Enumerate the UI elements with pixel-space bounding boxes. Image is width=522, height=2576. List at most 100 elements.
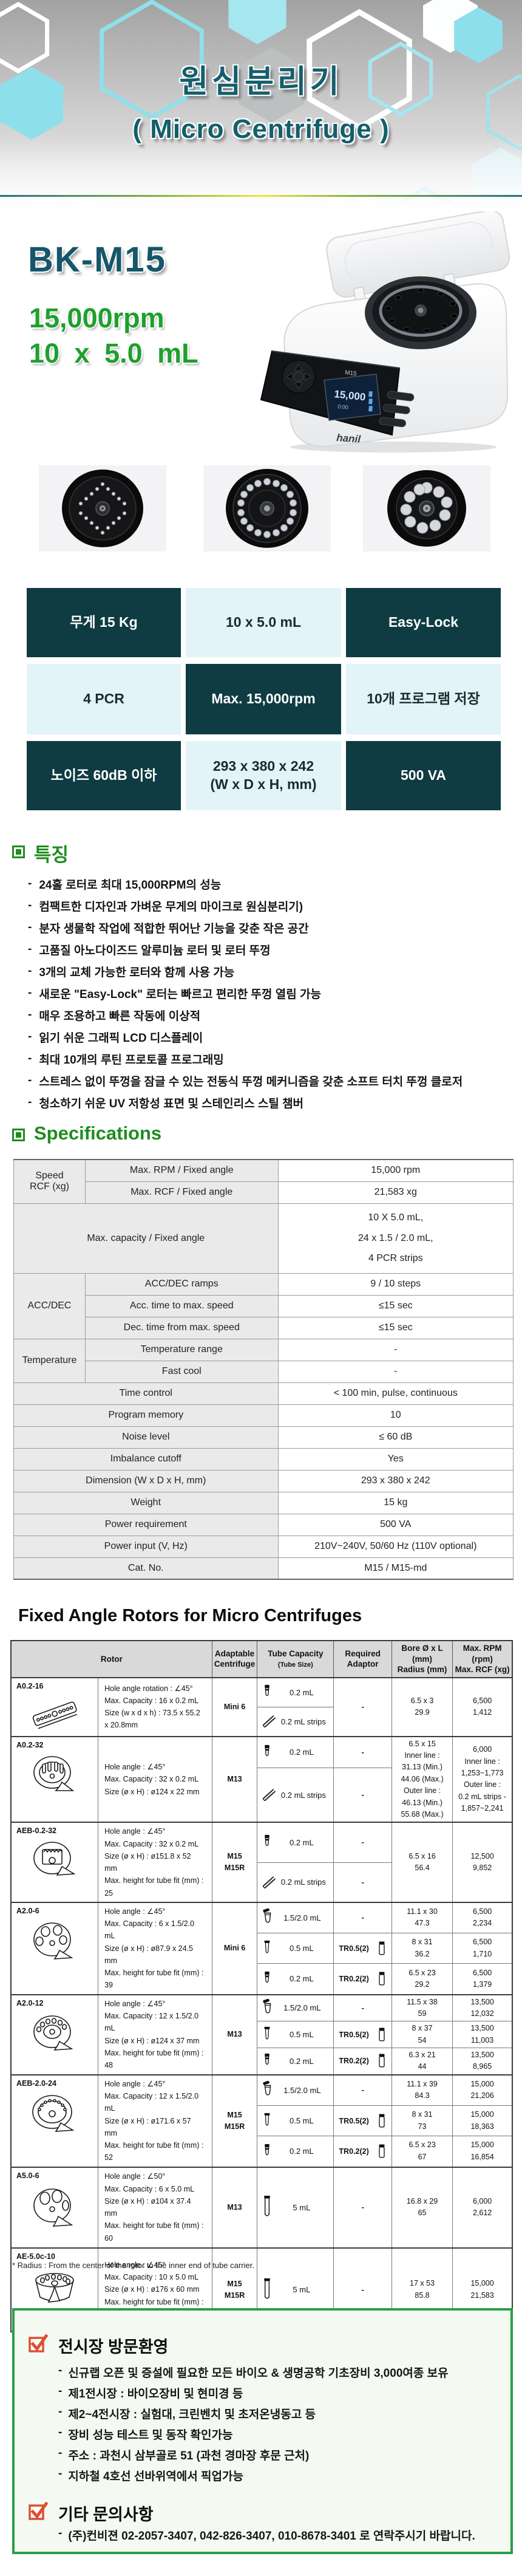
rotor-name-cell: AEB-0.2-32 — [10, 1822, 99, 1903]
tube-5ml-icon — [264, 2278, 271, 2299]
headline-rpm: 15,000rpm — [29, 302, 164, 333]
rotor-row: A0.2-32 Hole angle : ∠45° Max. Capacity … — [10, 1735, 513, 1823]
rotor-row: 0.5 mL TR0.5(2) 8 x 31 36.2 6,500 1,710 — [11, 1932, 513, 1964]
spec-value: ≤15 sec — [277, 1294, 514, 1317]
headline-capacity: 10 x 5.0 mL — [29, 338, 198, 369]
spec-value: 9 / 10 steps — [277, 1273, 514, 1296]
spec-value: 10 X 5.0 mL, 24 x 1.5 / 2.0 mL, 4 PCR st… — [277, 1203, 514, 1274]
spec-value: M15 / M15-md — [277, 1557, 514, 1580]
rotor-row: A0.2-16 Hole angle rotation : ∠45° Max. … — [10, 1676, 513, 1737]
notice-item: - (주)컨비젼 02-2057-3407, 042-826-3407, 010-… — [58, 2527, 475, 2543]
required-adaptor: - — [333, 1862, 392, 1903]
spec-value: ≤15 sec — [277, 1316, 514, 1339]
features-heading: 특징 — [34, 844, 69, 866]
feature-item: - 컴팩트한 디자인과 가벼운 무게의 마이크로 원심분리기) — [28, 899, 303, 914]
spec-value: 10 — [277, 1404, 514, 1427]
rotor-diagram-a02-16 — [16, 1696, 93, 1732]
spec-label: Time control — [13, 1382, 279, 1405]
spec-value: - — [277, 1338, 514, 1361]
spec-row: Acc. time to max. speed ≤15 sec — [14, 1294, 514, 1317]
spec-label: Max. RCF / Fixed angle — [84, 1181, 279, 1204]
rotor-table: Rotor Adaptable Centrifuge Tube Capacity… — [10, 1640, 513, 2332]
spec-row: Max. RCF / Fixed angle 21,583 xg — [14, 1181, 514, 1204]
tube-capacity-cell: 5 mL — [257, 2166, 334, 2249]
spec-label: Dec. time from max. speed — [84, 1316, 279, 1339]
spec-label: Imbalance cutoff — [13, 1447, 279, 1471]
spec-label: Noise level — [13, 1426, 279, 1449]
rotor-details: Hole angle : ∠45° Max. Capacity : 32 x 0… — [98, 1735, 212, 1823]
bore-radius: 8 x 37 54 — [391, 2021, 453, 2049]
tube-capacity-cell: 1.5/2.0 mL — [257, 2074, 334, 2106]
tube-capacity-cell: 1.5/2.0 mL — [257, 1901, 334, 1933]
col-header-adaptor: Required Adaptor — [333, 1640, 392, 1678]
grid-cell-noise: 노이즈 60dB 이하 — [27, 741, 181, 810]
adaptor-icon — [379, 2114, 385, 2128]
spec-row: Speed RCF (xg) Max. RPM / Fixed angle 15… — [13, 1159, 514, 1204]
col-header-rotor: Rotor — [10, 1640, 212, 1678]
rotor-photo-pcr-strips — [39, 465, 166, 552]
specifications-heading: Specifications — [34, 1122, 162, 1144]
feature-item: - 매우 조용하고 빠른 작동에 이상적 — [28, 1008, 201, 1023]
spec-label: Power requirement — [13, 1513, 279, 1536]
adaptor-icon — [379, 2054, 385, 2068]
tube-0.2ml-icon — [265, 1685, 270, 1696]
bore-radius: 6.5 x 15 Inner line : 31.13 (Min.) 44.06… — [391, 1735, 453, 1823]
rotor-centrifuge: M15 M15R — [211, 1822, 258, 1903]
divider-line — [0, 195, 522, 197]
feature-item: - 스트레스 없이 뚜껑을 잠글 수 있는 전동식 뚜껑 메커니즘을 갖춘 소프트… — [28, 1074, 463, 1088]
rpm-rcf: 15,000 16,854 — [452, 2136, 513, 2168]
rotor-centrifuge: M13 — [211, 1993, 258, 2075]
spec-label: Program memory — [13, 1404, 279, 1427]
feature-item: - 분자 생물학 작업에 적합한 뛰어난 기능을 갖춘 작은 공간 — [28, 921, 309, 935]
tube-capacity-cell: 0.5 mL — [257, 2021, 334, 2049]
rotor-name-cell: A0.2-32 — [10, 1735, 99, 1823]
required-adaptor: TR0.5(2) — [333, 2021, 392, 2049]
rotor-row: AEB-0.2-32 Hole angle : ∠45° Max. Capaci… — [10, 1822, 513, 1903]
tube-capacity-cell: 0.2 mL — [257, 1963, 334, 1995]
adaptor-icon — [379, 2144, 385, 2158]
tube-capacity-cell: 0.2 mL — [257, 2136, 334, 2168]
bore-radius: 6.3 x 21 44 — [391, 2048, 453, 2075]
grid-cell-weight: 무게 15 Kg — [27, 588, 181, 657]
spec-value: 15 kg — [277, 1491, 514, 1514]
rotor-row: A5.0-6 Hole angle : ∠50° Max. Capacity :… — [10, 2166, 513, 2249]
required-adaptor: TR0.5(2) — [333, 2105, 392, 2137]
required-adaptor: - — [333, 1767, 392, 1823]
features-list: -24홀 로터로 최대 15,000RPM의 성능 - 컴팩트한 디자인과 가벼운… — [28, 873, 514, 1113]
rotor-diagram-a20-6 — [16, 1921, 93, 1963]
rotor-name-cell: AEB-2.0-24 — [10, 2074, 99, 2168]
rotor-row: A2.0-6 Hole angle : ∠45° Max. Capacity :… — [10, 1901, 513, 1995]
tube-strip-icon — [263, 1876, 276, 1888]
rotor-row: 0.5 mL TR0.5(2) 8 x 31 73 15,000 18,363 — [11, 2105, 513, 2137]
grid-cell-pcr: 4 PCR — [27, 664, 181, 734]
tube-capacity-cell: 0.5 mL — [257, 1932, 334, 1964]
required-adaptor: TR0.2(2) — [333, 2136, 392, 2168]
feature-item: - 읽기 쉬운 그래픽 LCD 디스플레이 — [28, 1030, 203, 1045]
spec-row: Time control < 100 min, pulse, continuous — [13, 1382, 514, 1405]
rotor-diagram-a02-32 — [16, 1755, 93, 1796]
specifications-table: Speed RCF (xg) Max. RPM / Fixed angle 15… — [13, 1159, 514, 1580]
grid-cell-capacity: 10 x 5.0 mL — [186, 588, 341, 657]
spec-value: 210V~240V, 50/60 Hz (110V optional) — [277, 1535, 514, 1558]
rotor-details: Hole angle : ∠45° Max. Capacity : 12 x 1… — [98, 2074, 212, 2168]
tube-0.2ml-icon — [265, 1835, 270, 1847]
lcd-time-value: 0:00 — [337, 403, 348, 411]
rotor-centrifuge: M13 — [211, 1735, 258, 1823]
tube-1.5ml-icon — [263, 2081, 271, 2096]
bore-radius: 11.5 x 38 59 — [391, 1993, 453, 2022]
rotor-diagram-ae50c-10 — [16, 2267, 93, 2311]
spec-group: ACC/DEC — [13, 1273, 86, 1339]
spec-row: Weight 15 kg — [13, 1491, 514, 1514]
spec-row: Dimension (W x D x H, mm) 293 x 380 x 242 — [13, 1469, 514, 1492]
tube-capacity-cell: 0.2 mL — [257, 1822, 334, 1863]
check-icon — [29, 2501, 49, 2520]
rpm-rcf: 13,500 8,965 — [452, 2048, 513, 2075]
spec-value: - — [277, 1360, 514, 1383]
required-adaptor: - — [333, 2074, 392, 2106]
rotor-photo-24-tube — [203, 465, 331, 552]
notice-box: 전시장 방문환영 - 신규랩 오픈 및 증설에 필요한 모든 바이오 & 생명공학… — [12, 2308, 513, 2554]
spec-row: Power input (V, Hz) 210V~240V, 50/60 Hz (… — [13, 1535, 514, 1558]
rpm-rcf: 6,500 2,234 — [452, 1901, 513, 1933]
bore-radius: 6.5 x 23 67 — [391, 2136, 453, 2168]
